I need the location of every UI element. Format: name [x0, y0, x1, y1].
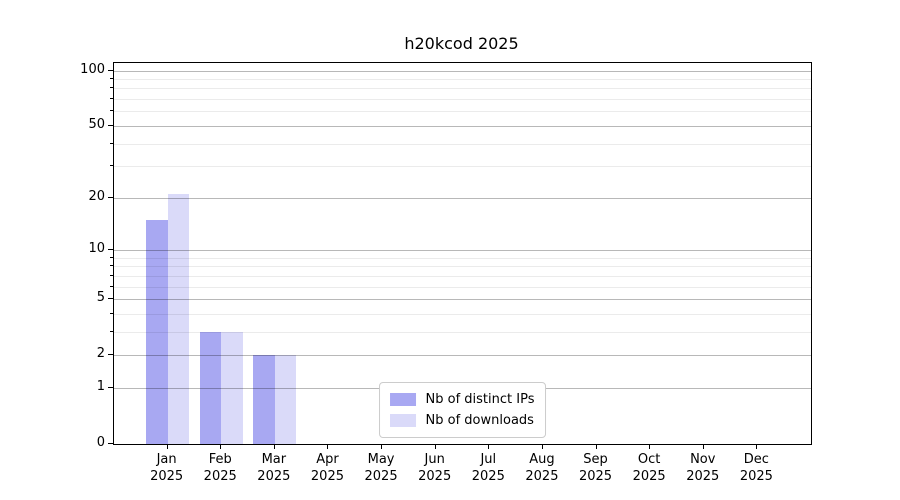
x-tick-may — [381, 444, 383, 449]
y-minortick-90 — [110, 78, 113, 80]
x-tick-jul — [488, 444, 490, 449]
bar-jan-distinct-ips — [146, 219, 168, 444]
plot-area: Nb of distinct IPs Nb of downloads — [113, 62, 812, 445]
x-tick-jun — [434, 444, 436, 449]
y-tick-5 — [108, 298, 113, 300]
x-tick-feb — [220, 444, 222, 449]
y-minortick-30 — [110, 165, 113, 167]
y-tick-label-20: 20 — [88, 188, 105, 204]
x-tick-oct — [649, 444, 651, 449]
x-tick-aug — [541, 444, 543, 449]
bar-mar-distinct-ips — [253, 355, 275, 444]
y-tick-label-10: 10 — [88, 241, 105, 256]
y-tick-10 — [108, 249, 113, 250]
gridline-major-5 — [114, 299, 811, 301]
y-minortick-3 — [110, 330, 113, 332]
x-tick-dec — [756, 444, 758, 449]
y-minortick-9 — [110, 256, 113, 258]
x-tick-nov — [702, 444, 704, 449]
x-tick-label-feb: Feb 2025 — [203, 452, 237, 484]
gridline-minor-8 — [114, 266, 811, 268]
y-tick-label-50: 50 — [88, 116, 105, 132]
gridline-major-50 — [114, 125, 811, 127]
distinct-ips-swatch-icon — [389, 393, 416, 406]
y-tick-20 — [108, 196, 113, 198]
y-tick-50 — [108, 124, 113, 126]
x-tick-label-jul: Jul 2025 — [471, 452, 505, 484]
y-tick-100 — [108, 69, 113, 71]
y-tick-label-5: 5 — [96, 290, 105, 306]
y-tick-label-0: 0 — [96, 435, 105, 450]
x-tick-label-mar: Mar 2025 — [257, 452, 291, 484]
bar-feb-downloads — [221, 331, 243, 444]
bar-mar-downloads — [274, 355, 297, 444]
chart-title: h20kcod 2025 — [404, 34, 519, 53]
x-tick-label-dec: Dec 2025 — [739, 452, 773, 484]
y-minortick-70 — [110, 98, 113, 100]
y-minortick-60 — [110, 110, 113, 112]
gridline-minor-90 — [114, 79, 811, 81]
y-minortick-4 — [110, 312, 113, 314]
legend-item-distinct-ips: Nb of distinct IPs — [389, 389, 535, 410]
gridline-minor-6 — [114, 286, 811, 288]
y-minortick-80 — [110, 87, 113, 89]
y-minortick-7 — [110, 274, 113, 276]
legend: Nb of distinct IPs Nb of downloads — [378, 382, 547, 438]
legend-item-downloads: Nb of downloads — [389, 410, 535, 431]
y-tick-0 — [108, 443, 113, 444]
legend-label-downloads: Nb of downloads — [425, 413, 534, 428]
gridline-major-100 — [114, 70, 811, 72]
gridline-minor-60 — [114, 111, 811, 113]
bar-feb-distinct-ips — [199, 331, 222, 444]
gridline-minor-70 — [114, 99, 811, 101]
gridline-minor-9 — [114, 257, 811, 259]
x-tick-label-oct: Oct 2025 — [632, 452, 666, 484]
y-tick-1 — [108, 386, 113, 388]
y-minortick-8 — [110, 265, 113, 267]
x-tick-apr — [327, 444, 329, 449]
legend-label-distinct-ips: Nb of distinct IPs — [425, 392, 535, 407]
x-tick-jan — [166, 444, 168, 449]
gridline-minor-30 — [114, 166, 811, 168]
x-tick-label-sep: Sep 2025 — [578, 452, 613, 484]
x-tick-sep — [595, 444, 597, 449]
x-tick-label-aug: Aug 2025 — [525, 452, 559, 484]
gridline-major-20 — [114, 197, 811, 199]
x-tick-label-may: May 2025 — [364, 452, 398, 484]
x-tick-label-nov: Nov 2025 — [686, 452, 720, 484]
y-tick-2 — [108, 354, 113, 356]
y-minortick-40 — [110, 142, 113, 144]
bar-jan-downloads — [167, 193, 190, 444]
gridline-minor-80 — [114, 88, 811, 90]
x-tick-label-apr: Apr 2025 — [310, 452, 344, 484]
x-tick-label-jan: Jan 2025 — [150, 452, 184, 484]
downloads-swatch-icon — [389, 414, 416, 427]
x-tick-label-jun: Jun 2025 — [418, 452, 452, 484]
y-tick-label-2: 2 — [96, 346, 105, 362]
gridline-minor-4 — [114, 313, 811, 315]
x-tick-mar — [273, 444, 275, 449]
gridline-minor-40 — [114, 143, 811, 145]
y-tick-label-100: 100 — [80, 61, 105, 77]
gridline-minor-7 — [114, 275, 811, 277]
y-minortick-6 — [110, 285, 113, 287]
gridline-major-10 — [114, 250, 811, 251]
y-tick-label-1: 1 — [96, 378, 105, 394]
